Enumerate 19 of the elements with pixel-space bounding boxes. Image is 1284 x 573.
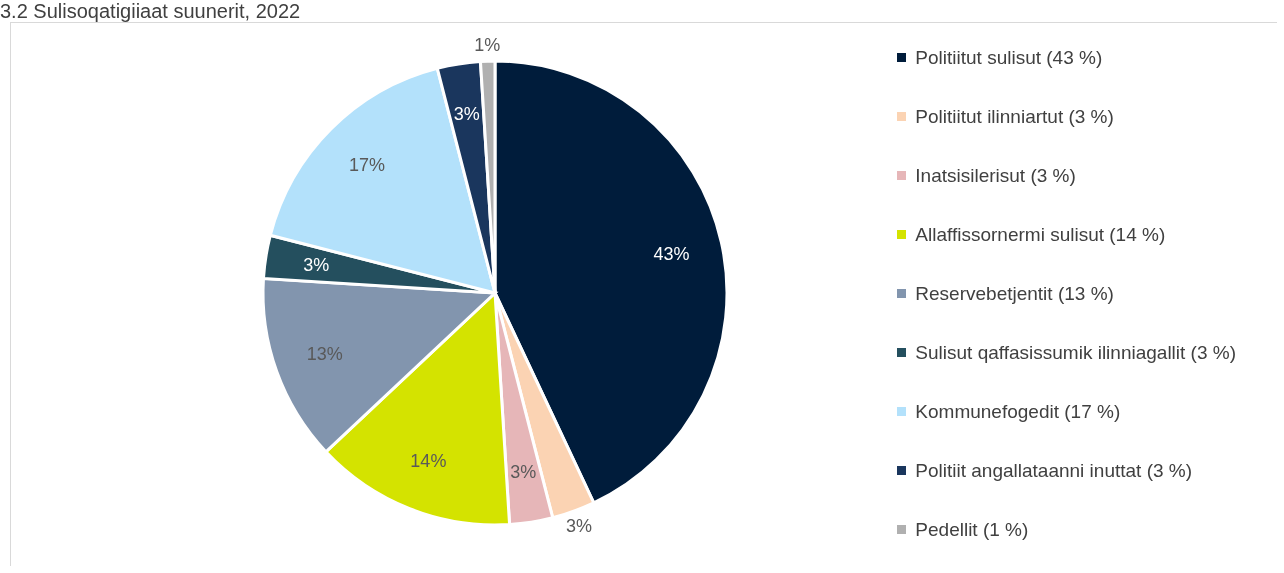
chart-title: 3.2 Sulisoqatigiiaat suunerit, 2022: [0, 0, 301, 22]
data-label: 43%: [653, 243, 690, 264]
legend-label: Inatsisilerisut (3 %): [915, 164, 1076, 187]
legend-label: Pedellit (1 %): [915, 518, 1029, 541]
data-label: 1%: [474, 35, 501, 56]
legend-label: Reservebetjentit (13 %): [915, 282, 1114, 305]
data-label: 13%: [306, 344, 343, 365]
legend-label: Kommunefogedit (17 %): [915, 400, 1121, 423]
data-label: 3%: [510, 461, 537, 482]
data-label: 3%: [453, 104, 480, 125]
data-label: 14%: [410, 451, 447, 472]
legend-label: Politiitut sulisut (43 %): [915, 46, 1103, 69]
legend-label: Politiitut ilinniartut (3 %): [915, 105, 1114, 128]
data-label: 3%: [303, 254, 330, 275]
legend-label: Allaffissornermi sulisut (14 %): [915, 223, 1166, 246]
legend-label: Politiit angallataanni inuttat (3 %): [915, 459, 1193, 482]
data-label: 3%: [566, 516, 593, 537]
data-label: 17%: [349, 155, 386, 176]
legend-label: Sulisut qaffasissumik ilinniagallit (3 %): [915, 341, 1236, 364]
